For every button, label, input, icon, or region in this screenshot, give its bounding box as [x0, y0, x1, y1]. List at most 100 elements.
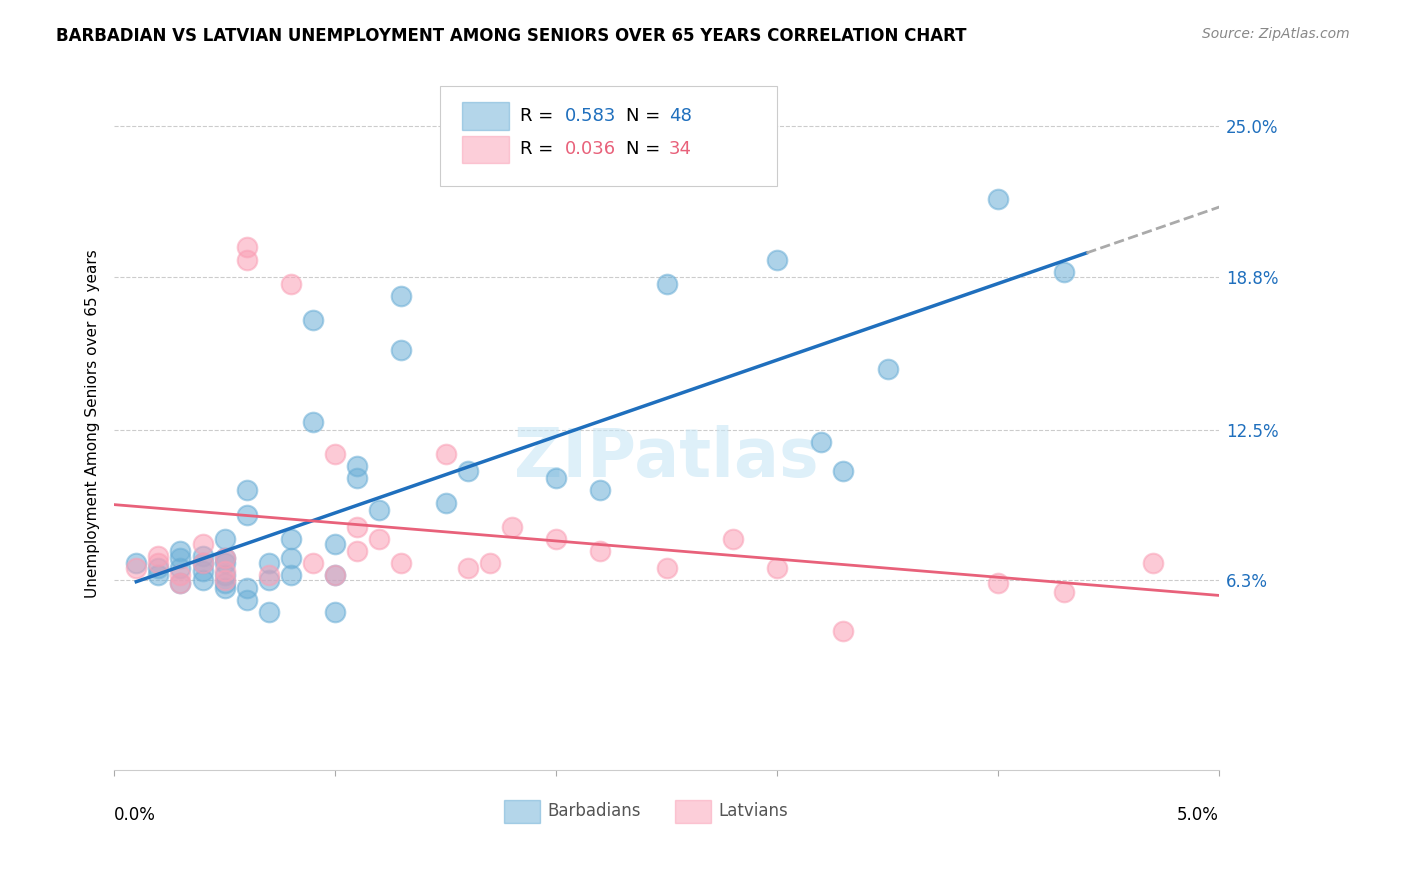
Point	[346, 471, 368, 485]
FancyBboxPatch shape	[675, 799, 711, 823]
Point	[257, 605, 280, 619]
Point	[214, 551, 236, 566]
Point	[214, 564, 236, 578]
Point	[169, 561, 191, 575]
Point	[876, 362, 898, 376]
Text: ZIPatlas: ZIPatlas	[515, 425, 818, 491]
Point	[280, 532, 302, 546]
Point	[125, 556, 148, 570]
Point	[546, 532, 568, 546]
Point	[214, 575, 236, 590]
Point	[257, 556, 280, 570]
Point	[148, 556, 170, 570]
FancyBboxPatch shape	[463, 103, 509, 130]
Point	[655, 561, 678, 575]
Point	[546, 471, 568, 485]
Point	[257, 574, 280, 588]
Point	[169, 575, 191, 590]
FancyBboxPatch shape	[505, 799, 540, 823]
Point	[169, 544, 191, 558]
Point	[169, 568, 191, 582]
Point	[236, 581, 259, 595]
Point	[721, 532, 744, 546]
Point	[214, 556, 236, 570]
Point	[655, 277, 678, 291]
Point	[191, 556, 214, 570]
Point	[148, 561, 170, 575]
Point	[236, 508, 259, 522]
Point	[346, 520, 368, 534]
Point	[257, 568, 280, 582]
Text: Source: ZipAtlas.com: Source: ZipAtlas.com	[1202, 27, 1350, 41]
Point	[191, 556, 214, 570]
Point	[302, 556, 325, 570]
Point	[148, 568, 170, 582]
Point	[214, 532, 236, 546]
Point	[457, 464, 479, 478]
Point	[346, 459, 368, 474]
Point	[302, 313, 325, 327]
Point	[236, 592, 259, 607]
Text: 0.0%: 0.0%	[114, 805, 156, 824]
Point	[368, 503, 391, 517]
Text: 0.583: 0.583	[565, 107, 616, 125]
Point	[346, 544, 368, 558]
Text: Barbadians: Barbadians	[547, 802, 641, 821]
Y-axis label: Unemployment Among Seniors over 65 years: Unemployment Among Seniors over 65 years	[86, 249, 100, 598]
Point	[236, 252, 259, 267]
Point	[280, 551, 302, 566]
Point	[434, 447, 457, 461]
Point	[368, 532, 391, 546]
Point	[125, 561, 148, 575]
Point	[191, 574, 214, 588]
Point	[766, 252, 789, 267]
Point	[169, 551, 191, 566]
Text: 5.0%: 5.0%	[1177, 805, 1219, 824]
Point	[191, 549, 214, 563]
Text: 0.036: 0.036	[565, 140, 616, 159]
Text: 48: 48	[669, 107, 692, 125]
Point	[214, 581, 236, 595]
Point	[987, 192, 1010, 206]
Point	[191, 537, 214, 551]
Point	[391, 556, 413, 570]
Point	[766, 561, 789, 575]
Point	[1053, 265, 1076, 279]
Point	[1053, 585, 1076, 599]
Point	[214, 551, 236, 566]
Point	[391, 343, 413, 357]
Point	[323, 447, 346, 461]
Point	[280, 568, 302, 582]
Point	[589, 483, 612, 498]
Point	[391, 289, 413, 303]
Point	[169, 575, 191, 590]
Text: R =: R =	[520, 140, 558, 159]
Point	[434, 495, 457, 509]
Point	[810, 434, 832, 449]
Text: Latvians: Latvians	[718, 802, 789, 821]
Point	[214, 568, 236, 582]
Text: 34: 34	[669, 140, 692, 159]
Point	[323, 537, 346, 551]
Point	[457, 561, 479, 575]
Point	[280, 277, 302, 291]
Point	[323, 568, 346, 582]
Point	[987, 575, 1010, 590]
Point	[589, 544, 612, 558]
Text: N =: N =	[626, 107, 665, 125]
Point	[1142, 556, 1164, 570]
Point	[323, 605, 346, 619]
Point	[323, 568, 346, 582]
Text: BARBADIAN VS LATVIAN UNEMPLOYMENT AMONG SENIORS OVER 65 YEARS CORRELATION CHART: BARBADIAN VS LATVIAN UNEMPLOYMENT AMONG …	[56, 27, 967, 45]
Point	[236, 483, 259, 498]
FancyBboxPatch shape	[440, 86, 778, 186]
Point	[501, 520, 523, 534]
Point	[832, 624, 855, 639]
Point	[214, 574, 236, 588]
Point	[302, 416, 325, 430]
Point	[832, 464, 855, 478]
FancyBboxPatch shape	[463, 136, 509, 163]
Text: N =: N =	[626, 140, 665, 159]
Point	[478, 556, 501, 570]
Point	[236, 240, 259, 254]
